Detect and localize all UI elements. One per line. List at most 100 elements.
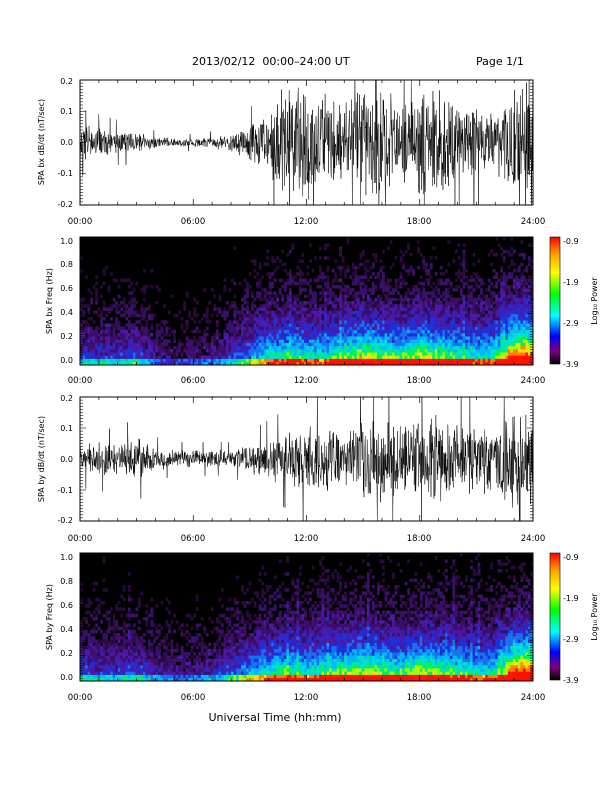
spectrogram-cell xyxy=(122,642,126,647)
spectrogram-cell xyxy=(500,336,504,340)
spectrogram-cell xyxy=(266,361,270,366)
spectrogram-cell xyxy=(125,674,129,679)
spectrogram-cell xyxy=(130,649,134,653)
spectrogram-cell xyxy=(200,317,204,321)
spectrogram-cell xyxy=(137,665,141,669)
spectrogram-cell xyxy=(487,352,491,356)
spectrogram-cell xyxy=(236,336,239,340)
spectrogram-cell xyxy=(122,677,126,682)
spectrogram-cell xyxy=(419,313,423,318)
spectrogram-cell xyxy=(399,281,403,286)
spectrogram-cell xyxy=(329,310,332,315)
spectrogram-cell xyxy=(507,317,511,321)
spectrogram-cell xyxy=(512,349,516,353)
spectrogram-cell xyxy=(233,246,237,251)
spectrogram-cell xyxy=(434,307,438,311)
spectrogram-cell xyxy=(90,361,93,366)
spectrogram-cell xyxy=(137,661,141,666)
spectrogram-cell xyxy=(246,281,249,286)
spectrogram-cell xyxy=(296,272,300,276)
spectrogram-cell xyxy=(442,281,446,286)
spectrogram-cell xyxy=(87,633,91,637)
spectrogram-cell xyxy=(480,349,483,353)
spectrogram-cell xyxy=(90,655,93,659)
spectrogram-cell xyxy=(389,326,393,331)
spectrogram-cell xyxy=(276,352,280,356)
spectrogram-cell xyxy=(85,304,88,308)
spectrogram-cell xyxy=(409,291,413,295)
spectrogram-cell xyxy=(369,326,373,331)
spectrogram-cell xyxy=(339,269,343,273)
spectrogram-cell xyxy=(366,355,370,359)
spectrogram-cell xyxy=(107,285,111,289)
spectrogram-cell xyxy=(85,668,88,672)
spectrogram-cell xyxy=(296,333,300,337)
spectrogram-cell xyxy=(309,243,312,247)
spectrogram-cell xyxy=(147,345,151,350)
spectrogram-cell xyxy=(236,349,239,353)
spectrogram-cell xyxy=(80,677,83,682)
spectrogram-cell xyxy=(100,352,103,356)
spectrogram-cell xyxy=(160,342,164,347)
spectrogram-cell xyxy=(359,349,363,353)
spectrogram-cell xyxy=(122,278,126,283)
spectrogram-cell xyxy=(525,265,529,270)
spectrogram-cell xyxy=(110,652,114,656)
spectrogram-cell xyxy=(314,291,317,295)
spectrogram-cell xyxy=(122,297,126,302)
spectrogram-cell xyxy=(389,336,393,340)
spectrogram-cell xyxy=(382,265,385,270)
spectrogram-cell xyxy=(231,304,234,308)
spectrogram-cell xyxy=(505,310,509,315)
spectrogram-cell xyxy=(127,668,131,672)
spectrogram-cell xyxy=(434,301,438,305)
spectrogram-cell xyxy=(392,355,395,359)
spectrogram-cell xyxy=(137,677,141,682)
spectrogram-cell xyxy=(389,278,393,283)
spectrogram-cell xyxy=(497,304,501,308)
spectrogram-cell xyxy=(379,278,383,283)
spectrogram-cell xyxy=(379,294,383,299)
spectrogram-cell xyxy=(354,355,358,359)
spectrogram-cell xyxy=(82,674,86,679)
spectrogram-cell xyxy=(517,355,521,359)
spectrogram-cell xyxy=(85,358,88,363)
spectrogram-cell xyxy=(117,639,121,643)
spectrogram-cell xyxy=(132,288,136,292)
spectrogram-cell xyxy=(80,636,83,640)
spectrogram-cell xyxy=(512,355,516,359)
spectrogram-cell xyxy=(402,345,405,350)
spectrogram-cell xyxy=(130,674,134,679)
spectrogram-cell xyxy=(480,333,483,337)
spectrogram-cell xyxy=(434,320,438,324)
spectrogram-cell xyxy=(329,355,332,359)
spectrogram-cell xyxy=(485,345,488,350)
spectrogram-cell xyxy=(429,358,433,363)
spectrogram-cell xyxy=(356,352,360,356)
spectrogram-cell xyxy=(95,642,98,647)
spectrogram-cell xyxy=(339,297,343,302)
spectrogram-cell xyxy=(301,345,305,350)
spectrogram-cell xyxy=(361,320,365,324)
spectrogram-cell xyxy=(344,294,348,299)
spectrogram-cell xyxy=(502,297,506,302)
spectrogram-cell xyxy=(97,333,101,337)
spectrogram-cell xyxy=(80,336,83,340)
spectrogram-cell xyxy=(241,317,244,321)
spectrogram-cell xyxy=(115,336,119,340)
spectrogram-cell xyxy=(301,361,305,366)
spectrogram-cell xyxy=(361,253,365,257)
spectrogram-cell xyxy=(407,333,410,337)
spectrogram-cell xyxy=(351,339,355,343)
spectrogram-cell xyxy=(316,361,320,366)
spectrogram-cell xyxy=(414,358,418,363)
spectrogram-cell xyxy=(125,342,129,347)
spectrogram-cell xyxy=(100,349,103,353)
spectrogram-cell xyxy=(329,323,332,327)
spectrogram-cell xyxy=(87,649,91,653)
spectrogram-cell xyxy=(434,349,438,353)
spectrogram-cell xyxy=(117,661,121,666)
spectrogram-cell xyxy=(344,361,348,366)
spectrogram-cell xyxy=(273,326,277,331)
spectrogram-cell xyxy=(366,320,370,324)
